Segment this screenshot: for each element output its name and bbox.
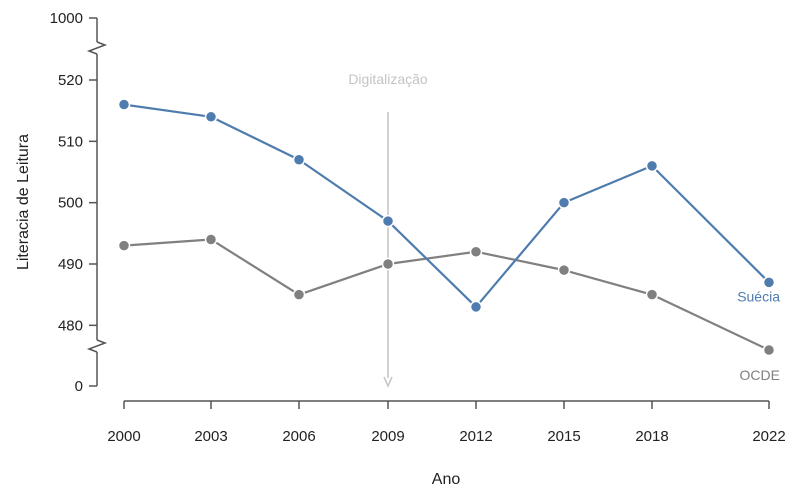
- x-tick-label: 2000: [107, 428, 140, 445]
- data-point-suecia: [381, 214, 395, 228]
- x-tick-label: 2022: [752, 428, 785, 445]
- data-point-ocde: [204, 233, 218, 246]
- series-line-suecia: [123, 103, 770, 309]
- y-tick-label: 500: [58, 195, 83, 212]
- data-point-suecia: [645, 159, 659, 173]
- y-tick-label: 1000: [50, 10, 83, 27]
- data-point-ocde: [645, 288, 659, 301]
- data-point-suecia: [204, 110, 218, 124]
- y-axis-break-lower: [86, 339, 108, 353]
- series-layer: OCDE Suécia: [117, 98, 780, 383]
- data-point-suecia: [762, 276, 776, 289]
- y-tick-label: 0: [75, 378, 83, 395]
- data-point-suecia: [469, 300, 483, 314]
- y-axis: 0 480 490 500 510 520 1000: [50, 10, 108, 395]
- series-line-ocde: [123, 238, 770, 351]
- x-tick-label: 2018: [635, 428, 668, 445]
- annotation-label: Digitalização: [348, 71, 428, 87]
- data-point-ocde: [557, 263, 571, 277]
- x-axis: 2000 2003 2006 2009 2012 2015 2018 2022: [107, 400, 786, 445]
- y-tick-label: 490: [58, 256, 83, 273]
- data-point-ocde: [381, 257, 395, 271]
- annotation-arrow-head: [383, 376, 393, 388]
- data-point-suecia: [557, 196, 571, 209]
- data-point-ocde: [469, 245, 483, 258]
- annotations: Digitalização: [348, 71, 428, 388]
- series-label-ocde: OCDE: [740, 367, 780, 383]
- x-axis-title: Ano: [432, 471, 461, 488]
- x-tick-label: 2012: [459, 428, 492, 445]
- y-tick-label: 520: [58, 72, 83, 89]
- y-axis-break-upper: [86, 41, 108, 55]
- y-tick-label: 510: [58, 133, 83, 150]
- data-point-ocde: [292, 288, 306, 301]
- y-axis-title: Literacia de Leitura: [15, 134, 32, 270]
- x-tick-label: 2003: [194, 428, 227, 445]
- x-tick-label: 2015: [547, 428, 580, 445]
- data-point-ocde: [762, 343, 776, 357]
- x-tick-label: 2006: [282, 428, 315, 445]
- series-label-suecia: Suécia: [737, 288, 780, 304]
- data-point-ocde: [117, 239, 131, 252]
- data-point-suecia: [292, 153, 306, 166]
- data-point-suecia: [117, 98, 131, 111]
- y-tick-label: 480: [58, 317, 83, 334]
- x-tick-label: 2009: [371, 428, 404, 445]
